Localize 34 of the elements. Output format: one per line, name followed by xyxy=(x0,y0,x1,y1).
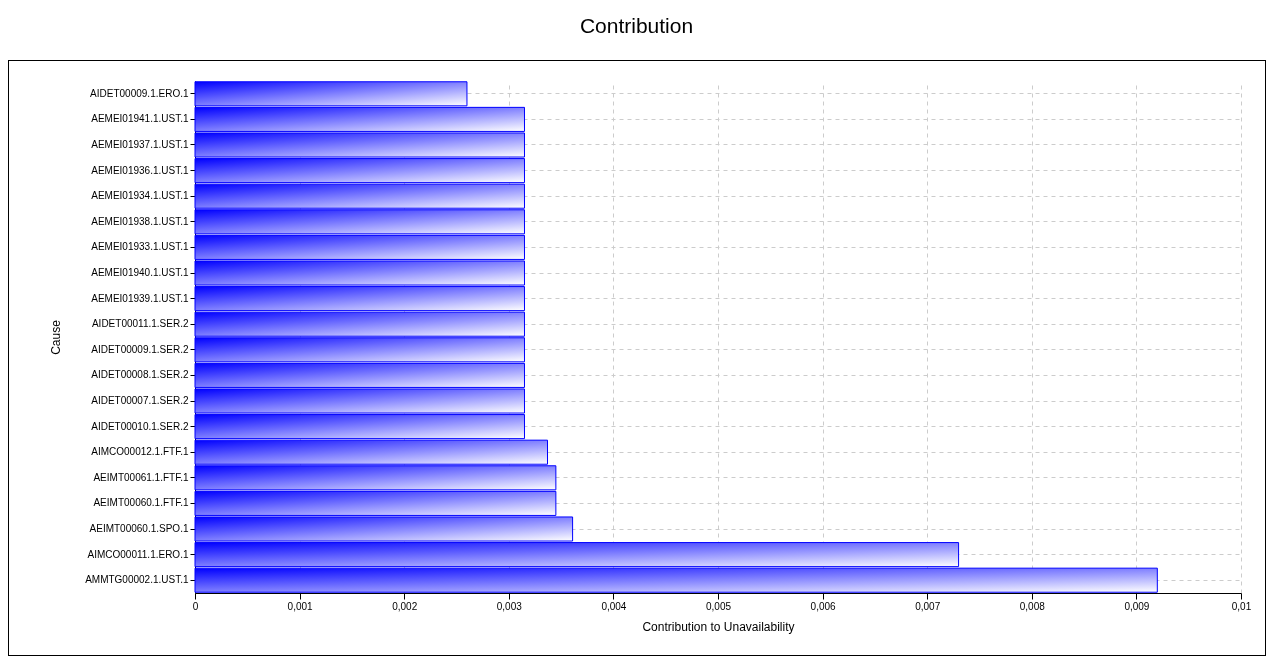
y-tick-label: AIMCO00012.1.FTF.1 xyxy=(91,446,189,458)
x-tick-label: 0 xyxy=(192,600,199,612)
y-tick-label: AEMEI01938.1.UST.1 xyxy=(91,215,189,227)
y-tick-label: AEMEI01933.1.UST.1 xyxy=(91,241,189,253)
chart-title: Contribution xyxy=(578,13,695,39)
y-tick-label: AEIMT00060.1.FTF.1 xyxy=(93,497,189,509)
y-tick-label: AEMEI01939.1.UST.1 xyxy=(91,292,189,304)
y-tick-label: AEMEI01936.1.UST.1 xyxy=(91,164,189,176)
x-tick-label: 0,004 xyxy=(601,600,627,612)
y-tick-label: AEMEI01940.1.UST.1 xyxy=(91,267,189,278)
y-tick-label: AIDET00011.1.SER.2 xyxy=(91,318,189,330)
x-tick-label: 0,01 xyxy=(1231,600,1252,612)
x-tick-label: 0,003 xyxy=(496,600,523,612)
y-tick-label: AIDET00007.1.SER.2 xyxy=(91,395,189,406)
y-tick-label: AIDET00008.1.SER.2 xyxy=(91,369,189,381)
y-tick-label: AEMEI01941.1.UST.1 xyxy=(91,113,189,125)
x-axis-title: Contribution to Unavailability xyxy=(642,619,795,634)
y-tick-label: AEIMT00061.1.FTF.1 xyxy=(93,471,189,483)
x-tick-label: 0,009 xyxy=(1124,600,1150,612)
y-tick-label: AMMTG00002.1.UST.1 xyxy=(85,574,189,586)
x-tick-label: 0,006 xyxy=(810,600,837,612)
y-tick-label: AEIMT00060.1.SPO.1 xyxy=(89,523,189,534)
y-tick-label: AIDET00009.1.SER.2 xyxy=(91,343,189,355)
y-tick-label: AEMEI01934.1.UST.1 xyxy=(91,190,189,202)
y-tick-label: AIDET00010.1.SER.2 xyxy=(91,420,189,432)
x-tick-label: 0,008 xyxy=(1019,600,1046,612)
x-tick-label: 0,001 xyxy=(287,600,314,612)
x-tick-label: 0,005 xyxy=(705,600,732,612)
x-tick-label: 0,007 xyxy=(915,600,941,612)
x-tick-label: 0,002 xyxy=(392,600,418,612)
y-tick-label: AIDET00009.1.ERO.1 xyxy=(90,87,189,99)
y-tick-label: AEMEI01937.1.UST.1 xyxy=(91,139,189,150)
y-tick-label: AIMCO00011.1.ERO.1 xyxy=(87,548,189,560)
y-axis-title: Cause xyxy=(49,319,64,355)
